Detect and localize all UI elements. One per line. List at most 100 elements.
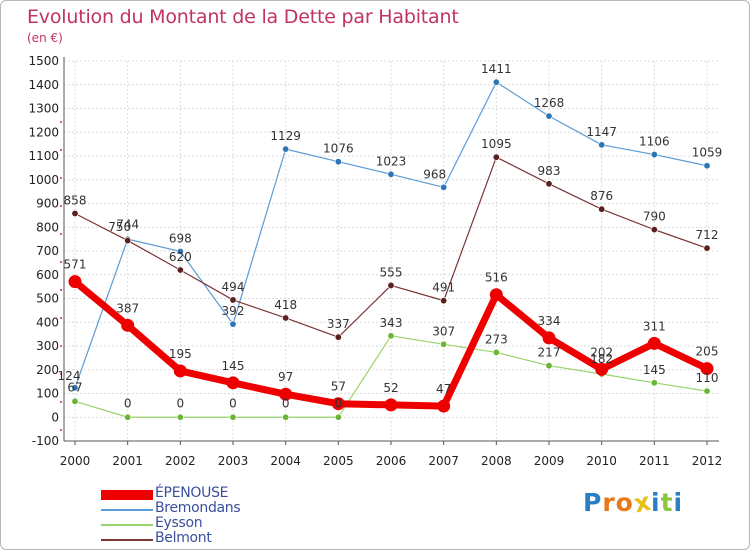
data-label-eysson: 273 xyxy=(485,332,508,346)
point-belmont xyxy=(545,180,553,188)
data-label-eysson: 0 xyxy=(282,396,290,410)
data-label-epenouse: 311 xyxy=(643,319,666,333)
point-epenouse xyxy=(437,399,451,413)
point-eysson xyxy=(334,413,342,421)
data-label-belmont: 1095 xyxy=(481,137,512,151)
point-epenouse xyxy=(226,376,240,390)
point-eysson xyxy=(703,387,711,395)
y-tick-label: 500 xyxy=(36,292,59,306)
logo-letter: i xyxy=(651,488,661,517)
point-eysson xyxy=(229,413,237,421)
legend-label: ÉPENOUSE xyxy=(155,485,229,501)
y-tick-label: 300 xyxy=(36,339,59,353)
point-belmont xyxy=(492,153,500,161)
data-label-eysson: 0 xyxy=(124,396,132,410)
data-label-belmont: 858 xyxy=(64,193,87,207)
point-eysson xyxy=(650,379,658,387)
logo-letter: r xyxy=(602,488,616,517)
logo-letter: t xyxy=(660,488,674,517)
data-label-epenouse: 571 xyxy=(64,258,87,272)
point-bremondans xyxy=(440,183,448,191)
point-bremondans xyxy=(598,141,606,149)
y-tick-label: 1300 xyxy=(28,102,59,116)
point-eysson xyxy=(387,332,395,340)
point-eysson xyxy=(492,348,500,356)
data-label-eysson: 217 xyxy=(538,346,561,360)
point-bremondans xyxy=(492,78,500,86)
data-label-epenouse: 57 xyxy=(331,380,346,394)
point-belmont xyxy=(71,209,79,217)
legend-label: Belmont xyxy=(155,530,212,546)
data-label-epenouse: 97 xyxy=(278,370,293,384)
point-epenouse xyxy=(700,362,714,376)
point-eysson xyxy=(176,413,184,421)
data-label-eysson: 0 xyxy=(177,396,185,410)
data-label-epenouse: 334 xyxy=(538,314,561,328)
x-tick-label: 2005 xyxy=(323,454,354,468)
point-bremondans xyxy=(71,384,79,392)
point-bremondans xyxy=(334,158,342,166)
x-tick-label: 2009 xyxy=(534,454,565,468)
point-belmont xyxy=(124,237,132,245)
legend-label: Bremondans xyxy=(155,500,241,516)
data-label-eysson: 182 xyxy=(590,352,613,366)
data-label-epenouse: 202 xyxy=(590,345,613,359)
legend-swatch xyxy=(101,490,153,500)
data-label-bremondans: 750 xyxy=(108,220,131,234)
point-belmont xyxy=(176,266,184,274)
y-tick-label: 1100 xyxy=(28,149,59,163)
data-label-belmont: 418 xyxy=(274,298,297,312)
data-label-belmont: 744 xyxy=(116,218,139,232)
data-label-epenouse: 195 xyxy=(169,347,192,361)
data-label-bremondans: 968 xyxy=(423,167,446,181)
x-tick-label: 2012 xyxy=(692,454,723,468)
data-label-belmont: 983 xyxy=(538,164,561,178)
axes: -100010020030040050060070080090010001100… xyxy=(28,54,722,468)
point-bremondans xyxy=(229,320,237,328)
y-tick-label: 800 xyxy=(36,220,59,234)
point-epenouse xyxy=(68,275,82,289)
point-epenouse xyxy=(647,336,661,350)
data-label-eysson: 0 xyxy=(229,396,237,410)
point-epenouse xyxy=(121,318,135,332)
point-bremondans xyxy=(387,170,395,178)
point-bremondans xyxy=(650,151,658,159)
point-belmont xyxy=(387,281,395,289)
y-tick-label: 100 xyxy=(36,387,59,401)
chart-unit: (en €) xyxy=(27,31,63,45)
series-lines xyxy=(68,78,714,421)
data-label-epenouse: 47 xyxy=(436,382,451,396)
x-tick-label: 2006 xyxy=(376,454,407,468)
y-tick-label: 200 xyxy=(36,363,59,377)
data-label-belmont: 494 xyxy=(222,280,245,294)
y-tick-label: 600 xyxy=(36,268,59,282)
point-bremondans xyxy=(176,247,184,255)
y-tick-label: 700 xyxy=(36,244,59,258)
point-epenouse xyxy=(331,397,345,411)
x-tick-label: 2003 xyxy=(218,454,249,468)
x-tick-label: 2000 xyxy=(60,454,91,468)
x-tick-label: 2010 xyxy=(586,454,617,468)
data-label-bremondans: 1106 xyxy=(639,135,670,149)
point-belmont xyxy=(282,314,290,322)
y-tick-label: 1400 xyxy=(28,78,59,92)
legend-label: Eysson xyxy=(155,515,203,531)
data-label-belmont: 620 xyxy=(169,250,192,264)
data-label-eysson: 67 xyxy=(67,380,82,394)
point-bremondans xyxy=(545,112,553,120)
x-tick-label: 2004 xyxy=(270,454,301,468)
y-tick-label: -100 xyxy=(32,434,59,448)
chart-title: Evolution du Montant de la Dette par Hab… xyxy=(27,6,459,28)
point-belmont xyxy=(598,205,606,213)
point-epenouse xyxy=(384,398,398,412)
data-label-epenouse: 516 xyxy=(485,271,508,285)
data-label-eysson: 145 xyxy=(643,363,666,377)
point-eysson xyxy=(71,397,79,405)
data-label-belmont: 712 xyxy=(696,228,719,242)
point-belmont xyxy=(703,244,711,252)
point-epenouse xyxy=(595,362,609,376)
x-tick-label: 2001 xyxy=(112,454,143,468)
legend-swatch xyxy=(101,509,153,511)
